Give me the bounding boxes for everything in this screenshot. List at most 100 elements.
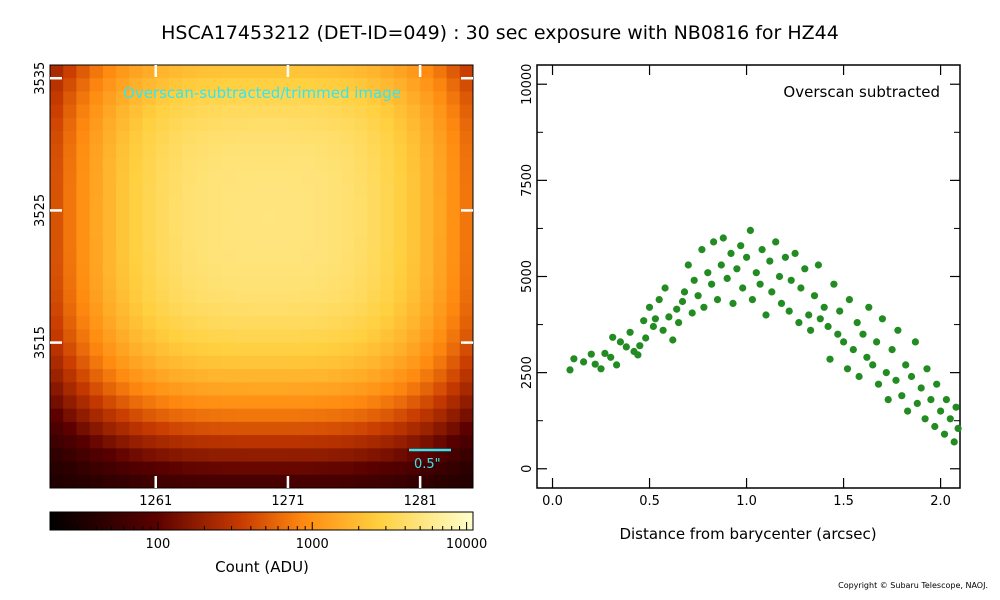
scatter-point [820,303,828,311]
image-pixel [287,395,302,410]
scatter-x-tick-label: 1.0 [736,494,757,509]
image-pixel [248,302,262,317]
image-pixel [235,302,249,317]
image-pixel [76,91,91,106]
scatter-point [609,333,617,341]
image-pixel [380,342,395,357]
scatter-point [694,292,702,300]
image-pixel [340,289,355,304]
image-pixel [340,236,355,251]
image-pixel [420,78,434,92]
image-pixel [380,131,395,145]
image-pixel [261,250,276,264]
image-pixel [129,197,143,211]
image-pixel [89,250,104,264]
scatter-point [675,319,683,327]
image-pixel [274,329,289,343]
image-pixel [433,435,447,449]
scatter-point [931,422,939,431]
image-pixel [155,197,170,211]
image-pixel [129,210,143,225]
image-pixel [433,329,447,343]
image-pixel [235,236,249,251]
image-pixel [116,197,130,211]
image-pixel [274,104,289,119]
scatter-point [678,297,687,306]
image-pixel [248,461,262,476]
image-pixel [406,342,421,357]
image-pixel [208,329,223,343]
image-pixel [116,157,130,172]
image-pixel [89,302,104,317]
image-pixel [221,183,236,198]
image-pixel [340,183,355,198]
image-pixel [102,329,117,343]
image-pixel [155,289,170,304]
image-pixel [446,316,461,330]
image-pixel [116,435,130,449]
image-pixel [340,131,355,145]
image-pixel [221,210,236,225]
image-pixel [89,183,104,198]
image-pixel [142,395,157,410]
scatter-point [622,343,630,351]
image-pixel [208,435,223,449]
image-pixel [116,104,130,119]
image-pixel [76,461,91,476]
image-pixel [63,382,77,396]
image-pixel [340,157,355,172]
image-pixel [102,250,117,264]
image-pixel [314,65,328,79]
scatter-point [853,319,861,327]
image-pixel [314,408,328,423]
image-pixel [195,157,210,172]
image-pixel [406,355,421,370]
image-pixel [155,183,170,198]
image-pixel [327,65,342,79]
image-pixel [168,78,183,92]
image-pixel [102,382,117,396]
scatter-point [766,257,774,265]
image-pixel [50,104,64,119]
image-pixel [208,250,223,264]
image-pixel [274,250,289,264]
image-pixel [182,65,196,79]
image-pixel [393,131,408,145]
image-pixel [208,302,223,317]
image-pixel [367,474,381,489]
scatter-point [840,338,848,346]
image-pixel [142,236,157,251]
scatter-y-tick-label: 2500 [520,356,535,389]
image-pixel [248,183,262,198]
image-pixel [314,197,328,211]
image-pixel [446,329,461,343]
scatter-point [636,342,644,350]
image-pixel [155,144,170,158]
image-pixel [89,435,104,449]
image-pixel [380,197,395,211]
image-pixel [208,342,223,357]
image-pixel [446,369,461,383]
image-pixel [274,369,289,383]
image-pixel [446,236,461,251]
image-pixel [142,421,157,436]
image-y-tick-label: 3535 [33,62,48,95]
image-pixel [142,250,157,264]
image-pixel [221,395,236,410]
image-pixel [274,157,289,172]
image-pixel [129,91,143,106]
image-pixel [393,395,408,410]
scatter-point [729,299,737,307]
image-pixel [76,157,91,172]
image-pixel [287,250,302,264]
image-pixel [314,474,328,489]
image-pixel [208,355,223,370]
image-pixel [89,78,104,92]
image-pixel [446,183,461,198]
image-pixel [168,448,183,462]
image-pixel [221,236,236,251]
image-pixel [380,461,395,476]
scatter-point [797,284,805,292]
image-pixel [314,461,328,476]
image-pixel [301,342,315,357]
